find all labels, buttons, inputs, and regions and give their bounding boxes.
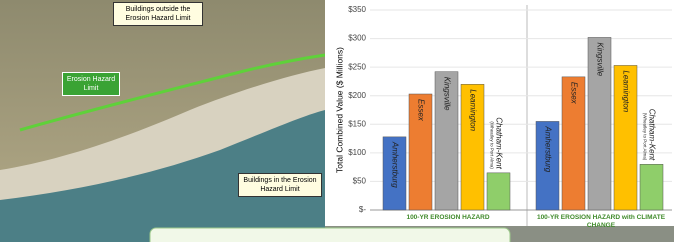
annotation: Buildings in the Erosion Hazard Limit: [238, 173, 322, 197]
screenshot: Total Combined Value ($ Millions) $- $50 $…: [0, 0, 674, 242]
bar-label: Essex: [416, 99, 425, 122]
bar-label: Leamington: [621, 70, 630, 112]
y-tick-label: $-: [359, 205, 366, 214]
bar-label: Amherstburg: [543, 125, 552, 172]
y-tick-label: $350: [348, 5, 366, 14]
caption-box: [150, 228, 510, 242]
y-tick-label: $100: [348, 148, 366, 157]
bar: [640, 164, 663, 210]
annotation: Erosion Hazard Limit: [62, 72, 120, 96]
canvas: Total Combined Value ($ Millions) $- $50 $…: [0, 0, 674, 242]
annotation: Buildings outside the Erosion Hazard Lim…: [113, 2, 203, 26]
y-tick-label: $250: [348, 62, 366, 71]
y-axis-label: Total Combined Value ($ Millions): [334, 47, 344, 173]
x-tick-label: 100-YR EROSION HAZARD with CLIMATE CHANG…: [526, 214, 674, 230]
bar-label: Kingsville: [595, 42, 604, 76]
bar-label: Chatham-Kent: [494, 117, 503, 169]
bar-sublabel: (Wheatley to Port Alma): [489, 121, 494, 169]
x-tick-label: 100-YR EROSION HAZARD: [373, 214, 523, 222]
bar-label: Kingsville: [442, 77, 451, 111]
y-tick-label: $300: [348, 34, 366, 43]
bar-label: Leamington: [468, 89, 477, 131]
y-tick-label: $50: [353, 177, 367, 186]
bar-sublabel: (Wheatley to Port Alma): [642, 113, 647, 161]
bar-label: Essex: [569, 82, 578, 105]
bar: [487, 173, 510, 210]
bar-label: Chatham-Kent: [647, 109, 656, 161]
y-tick-label: $200: [348, 91, 366, 100]
y-tick-label: $150: [348, 119, 366, 128]
bar-label: Amherstburg: [390, 141, 399, 188]
